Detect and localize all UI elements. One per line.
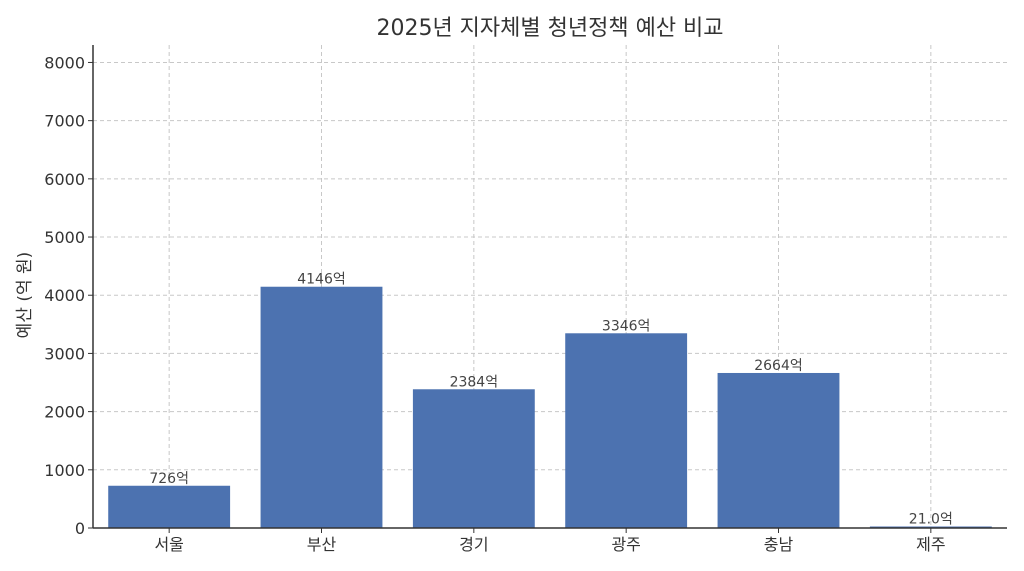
bar-value-label: 4146억 xyxy=(297,272,346,288)
bar xyxy=(108,485,231,528)
x-tick-label: 광주 xyxy=(611,535,640,554)
y-tick-label: 0 xyxy=(75,519,85,538)
bar-value-label: 2384억 xyxy=(450,374,499,390)
bar-value-label: 726억 xyxy=(149,471,189,487)
bar xyxy=(260,286,383,528)
x-tick-label: 충남 xyxy=(764,535,794,554)
y-tick-label: 6000 xyxy=(44,170,85,189)
y-tick-label: 8000 xyxy=(44,53,85,72)
data-labels: 726억 4146억 2384억 3346억 2664억 21.0억 xyxy=(149,272,953,528)
bars xyxy=(108,286,992,528)
x-tick-label: 제주 xyxy=(916,535,945,554)
bar xyxy=(717,372,840,528)
bar xyxy=(412,389,535,528)
chart-title: 2025년 지자체별 청년정책 예산 비교 xyxy=(376,16,723,41)
grid xyxy=(93,45,1007,529)
y-tick-label: 5000 xyxy=(44,228,85,247)
bar xyxy=(565,333,688,528)
x-tick-label: 경기 xyxy=(459,535,488,554)
x-tick-label: 서울 xyxy=(154,535,183,554)
y-tick-label: 7000 xyxy=(44,112,85,131)
axes: 0 1000 2000 3000 4000 5000 6000 7000 8000 서울 부산 경기 광… xyxy=(44,45,1007,554)
y-tick-label: 2000 xyxy=(44,403,85,422)
bar-value-label: 21.0억 xyxy=(909,512,953,528)
y-tick-label: 4000 xyxy=(44,286,85,305)
bar-value-label: 3346억 xyxy=(602,318,651,334)
y-axis-label: 예산 (억 원) xyxy=(15,252,35,339)
y-tick-label: 1000 xyxy=(44,461,85,480)
x-tick-label: 부산 xyxy=(307,535,337,554)
bar-value-label: 2664억 xyxy=(754,358,803,374)
y-tick-label: 3000 xyxy=(44,344,85,363)
